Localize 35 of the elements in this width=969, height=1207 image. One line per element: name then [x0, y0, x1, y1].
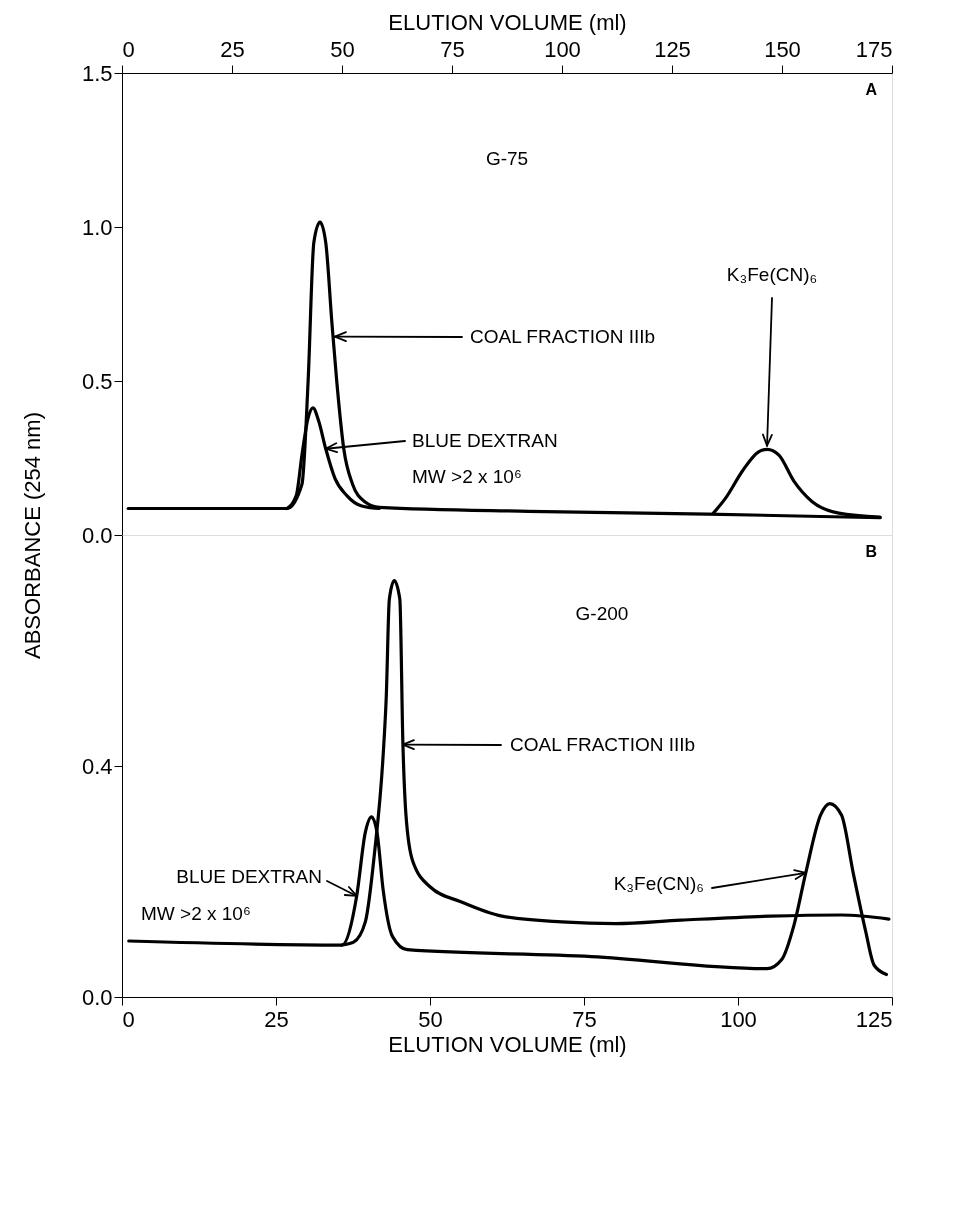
x-tick-label: 125: [855, 1006, 893, 1032]
y-tick-label: 0.0: [81, 984, 113, 1010]
annotation: MW >2 x 10⁶: [141, 903, 251, 924]
x-tick-label: 25: [220, 36, 245, 62]
x-tick-label: 100: [720, 1006, 757, 1032]
annotation: COAL FRACTION IIIb: [510, 734, 696, 755]
annotation: MW >2 x 10⁶: [412, 466, 522, 487]
x-axis-title: ELUTION VOLUME (ml): [388, 1031, 627, 1057]
annotation: BLUE DEXTRAN: [412, 430, 558, 451]
annotation: G-200: [575, 603, 629, 624]
x-tick-label: 0: [122, 36, 135, 62]
x-tick-label: 75: [440, 36, 465, 62]
y-axis-title: ABSORBANCE (254 nm): [19, 412, 45, 659]
annotation: B: [865, 543, 877, 560]
y-tick-label: 1.5: [81, 60, 113, 86]
x-tick-label: 25: [264, 1006, 289, 1032]
annotation: K₃Fe(CN)₆: [613, 873, 704, 894]
y-tick-label: 0.5: [81, 368, 113, 394]
annotation: BLUE DEXTRAN: [176, 866, 322, 887]
x-tick-label: 175: [855, 36, 893, 62]
annotation: K₃Fe(CN)₆: [726, 264, 818, 285]
x-tick-label: 150: [764, 36, 801, 62]
y-tick-label: 0.4: [81, 753, 113, 779]
annotation: COAL FRACTION IIIb: [470, 326, 656, 347]
x-tick-label: 125: [654, 36, 691, 62]
x-tick-label: 75: [572, 1006, 597, 1032]
x-axis-title: ELUTION VOLUME (ml): [388, 9, 627, 35]
x-tick-label: 0: [122, 1006, 135, 1032]
y-tick-label: 1.0: [81, 214, 113, 240]
annotation: A: [865, 81, 878, 98]
x-tick-label: 50: [418, 1006, 443, 1032]
y-tick-label: 0.0: [81, 522, 113, 548]
annotation: G-75: [485, 148, 529, 169]
x-tick-label: 50: [330, 36, 355, 62]
x-tick-label: 100: [544, 36, 581, 62]
